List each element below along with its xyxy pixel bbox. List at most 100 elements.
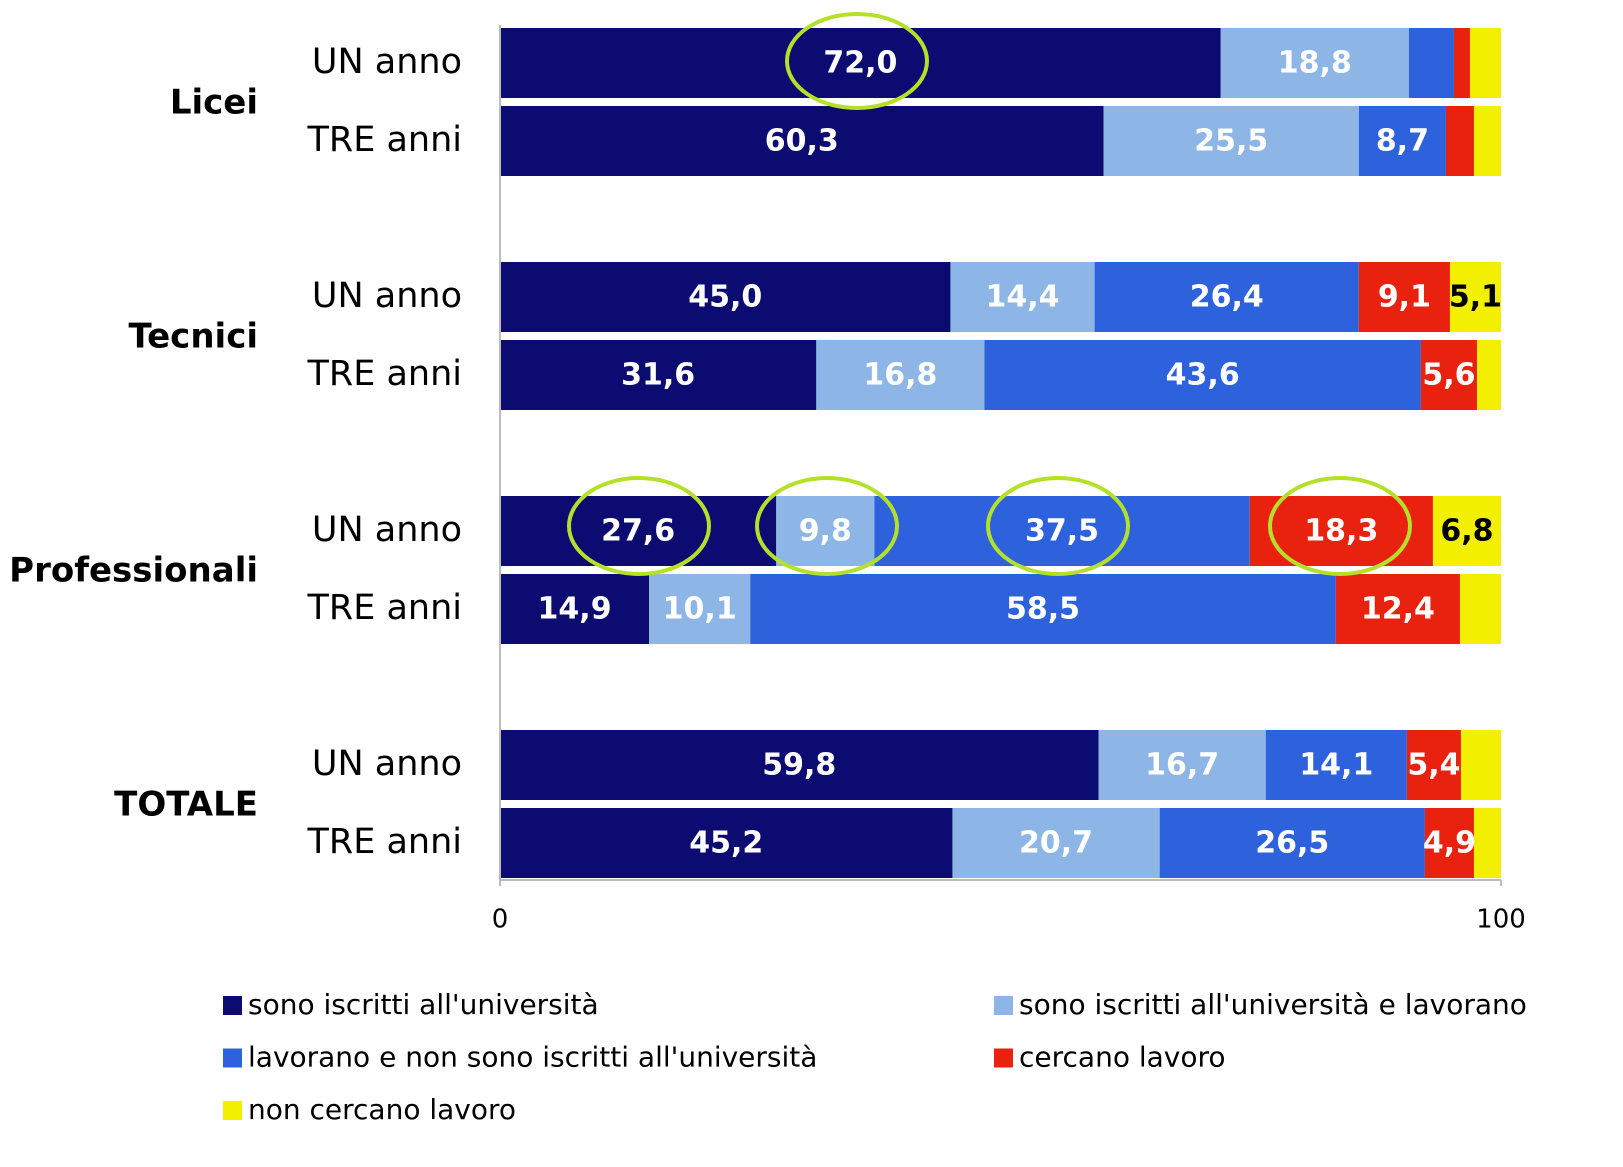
bar-segment [1103, 106, 1359, 176]
data-label: 14,4 [986, 280, 1060, 315]
bar-segment [500, 496, 777, 566]
bar-segment [500, 730, 1099, 800]
data-label: 26,4 [1190, 280, 1264, 315]
data-label: 5,1 [1449, 280, 1502, 315]
data-label: 18,3 [1304, 514, 1378, 549]
bar-segment [776, 496, 875, 566]
highlight-ellipse [785, 12, 929, 110]
category-label: TRE anni [307, 354, 462, 394]
bar-segment [500, 106, 1104, 176]
data-label: 37,5 [1025, 514, 1099, 549]
bar-segment [1098, 730, 1266, 800]
bar-segment [1473, 106, 1501, 176]
bar-segment [1460, 730, 1501, 800]
category-label: TRE anni [307, 588, 462, 628]
data-label: 45,0 [688, 280, 762, 315]
annotations [567, 12, 1412, 576]
legend-swatch [223, 1101, 242, 1120]
legend-swatch [994, 996, 1013, 1015]
legend-label: sono iscritti all'università e lavorano [1019, 988, 1527, 1021]
data-label: 5,6 [1422, 358, 1475, 393]
bar-segment [816, 340, 985, 410]
data-label: 58,5 [1006, 592, 1080, 627]
bar-segment [1469, 28, 1501, 98]
x-tick-label: 100 [1476, 905, 1526, 935]
bar-segment [1473, 808, 1501, 878]
legend-swatch [223, 996, 242, 1015]
group-label: Tecnici [128, 317, 258, 357]
highlight-ellipse [755, 476, 899, 576]
data-label: 14,9 [538, 592, 612, 627]
bar-segment [984, 340, 1421, 410]
bar-segment [750, 574, 1336, 644]
data-label: 26,5 [1255, 826, 1329, 861]
data-label: 16,7 [1145, 748, 1219, 783]
data-label: 72,0 [823, 46, 897, 81]
legend-label: sono iscritti all'università [248, 988, 599, 1021]
legend-label: non cercano lavoro [248, 1093, 516, 1126]
data-label: 31,6 [621, 358, 695, 393]
data-label: 20,7 [1019, 826, 1093, 861]
data-label: 8,7 [1376, 124, 1429, 159]
bar-segment [1159, 808, 1425, 878]
bar-segment [1424, 808, 1474, 878]
category-label: TRE anni [307, 822, 462, 862]
group-label: Licei [170, 83, 258, 123]
bars [500, 28, 1501, 878]
data-label: 14,1 [1299, 748, 1373, 783]
data-label: 43,6 [1166, 358, 1240, 393]
bar-segment [1408, 28, 1454, 98]
category-label: UN anno [312, 744, 462, 784]
bar-segment [1335, 574, 1460, 644]
bar-segment [1358, 106, 1446, 176]
category-label: UN anno [312, 510, 462, 550]
legend-swatch [994, 1048, 1013, 1068]
category-label: TRE anni [307, 120, 462, 160]
data-label: 45,2 [689, 826, 763, 861]
x-tick-label: 0 [492, 905, 509, 935]
data-label: 60,3 [765, 124, 839, 159]
bar-segment [1453, 28, 1470, 98]
bar-segment [1265, 730, 1407, 800]
bar-segment [1432, 496, 1501, 566]
bar-segment [1406, 730, 1461, 800]
data-label: 4,9 [1423, 826, 1476, 861]
group-label: TOTALE [114, 785, 258, 825]
bar-segment [500, 574, 650, 644]
group-label: Professionali [9, 551, 258, 591]
bar-segment [1420, 340, 1477, 410]
data-label: 9,1 [1378, 280, 1431, 315]
highlight-ellipse [1268, 476, 1412, 576]
bar-segment [1445, 106, 1474, 176]
legend-label: lavorano e non sono iscritti all'univers… [248, 1041, 817, 1074]
bar-segment [1449, 262, 1501, 332]
data-label: 10,1 [663, 592, 737, 627]
category-label: UN anno [312, 42, 462, 82]
bar-segment [1476, 340, 1501, 410]
bar-segment [500, 340, 817, 410]
data-label: 9,8 [799, 514, 852, 549]
bar-segment [1358, 262, 1450, 332]
data-label: 6,8 [1440, 514, 1493, 549]
bar-segment [950, 262, 1095, 332]
bar-segment [1094, 262, 1359, 332]
bar-segment [500, 262, 951, 332]
legend-label: cercano lavoro [1019, 1041, 1226, 1074]
legend-swatch [223, 1048, 242, 1068]
data-label: 12,4 [1361, 592, 1435, 627]
highlight-ellipse [567, 476, 711, 576]
data-label: 5,4 [1407, 748, 1460, 783]
bar-segment [874, 496, 1250, 566]
category-label: UN anno [312, 276, 462, 316]
bar-segment [649, 574, 751, 644]
data-label: 27,6 [601, 514, 675, 549]
bar-segment [952, 808, 1160, 878]
bar-segment [500, 808, 953, 878]
data-label: 18,8 [1278, 46, 1352, 81]
data-label: 25,5 [1194, 124, 1268, 159]
bar-segment [500, 28, 1221, 98]
data-label: 16,8 [863, 358, 937, 393]
bar-segment [1249, 496, 1433, 566]
bar-segment [1220, 28, 1409, 98]
